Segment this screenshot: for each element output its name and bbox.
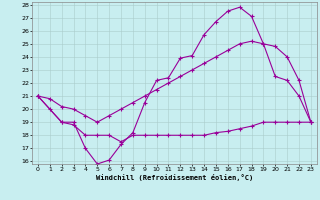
X-axis label: Windchill (Refroidissement éolien,°C): Windchill (Refroidissement éolien,°C) [96, 174, 253, 181]
